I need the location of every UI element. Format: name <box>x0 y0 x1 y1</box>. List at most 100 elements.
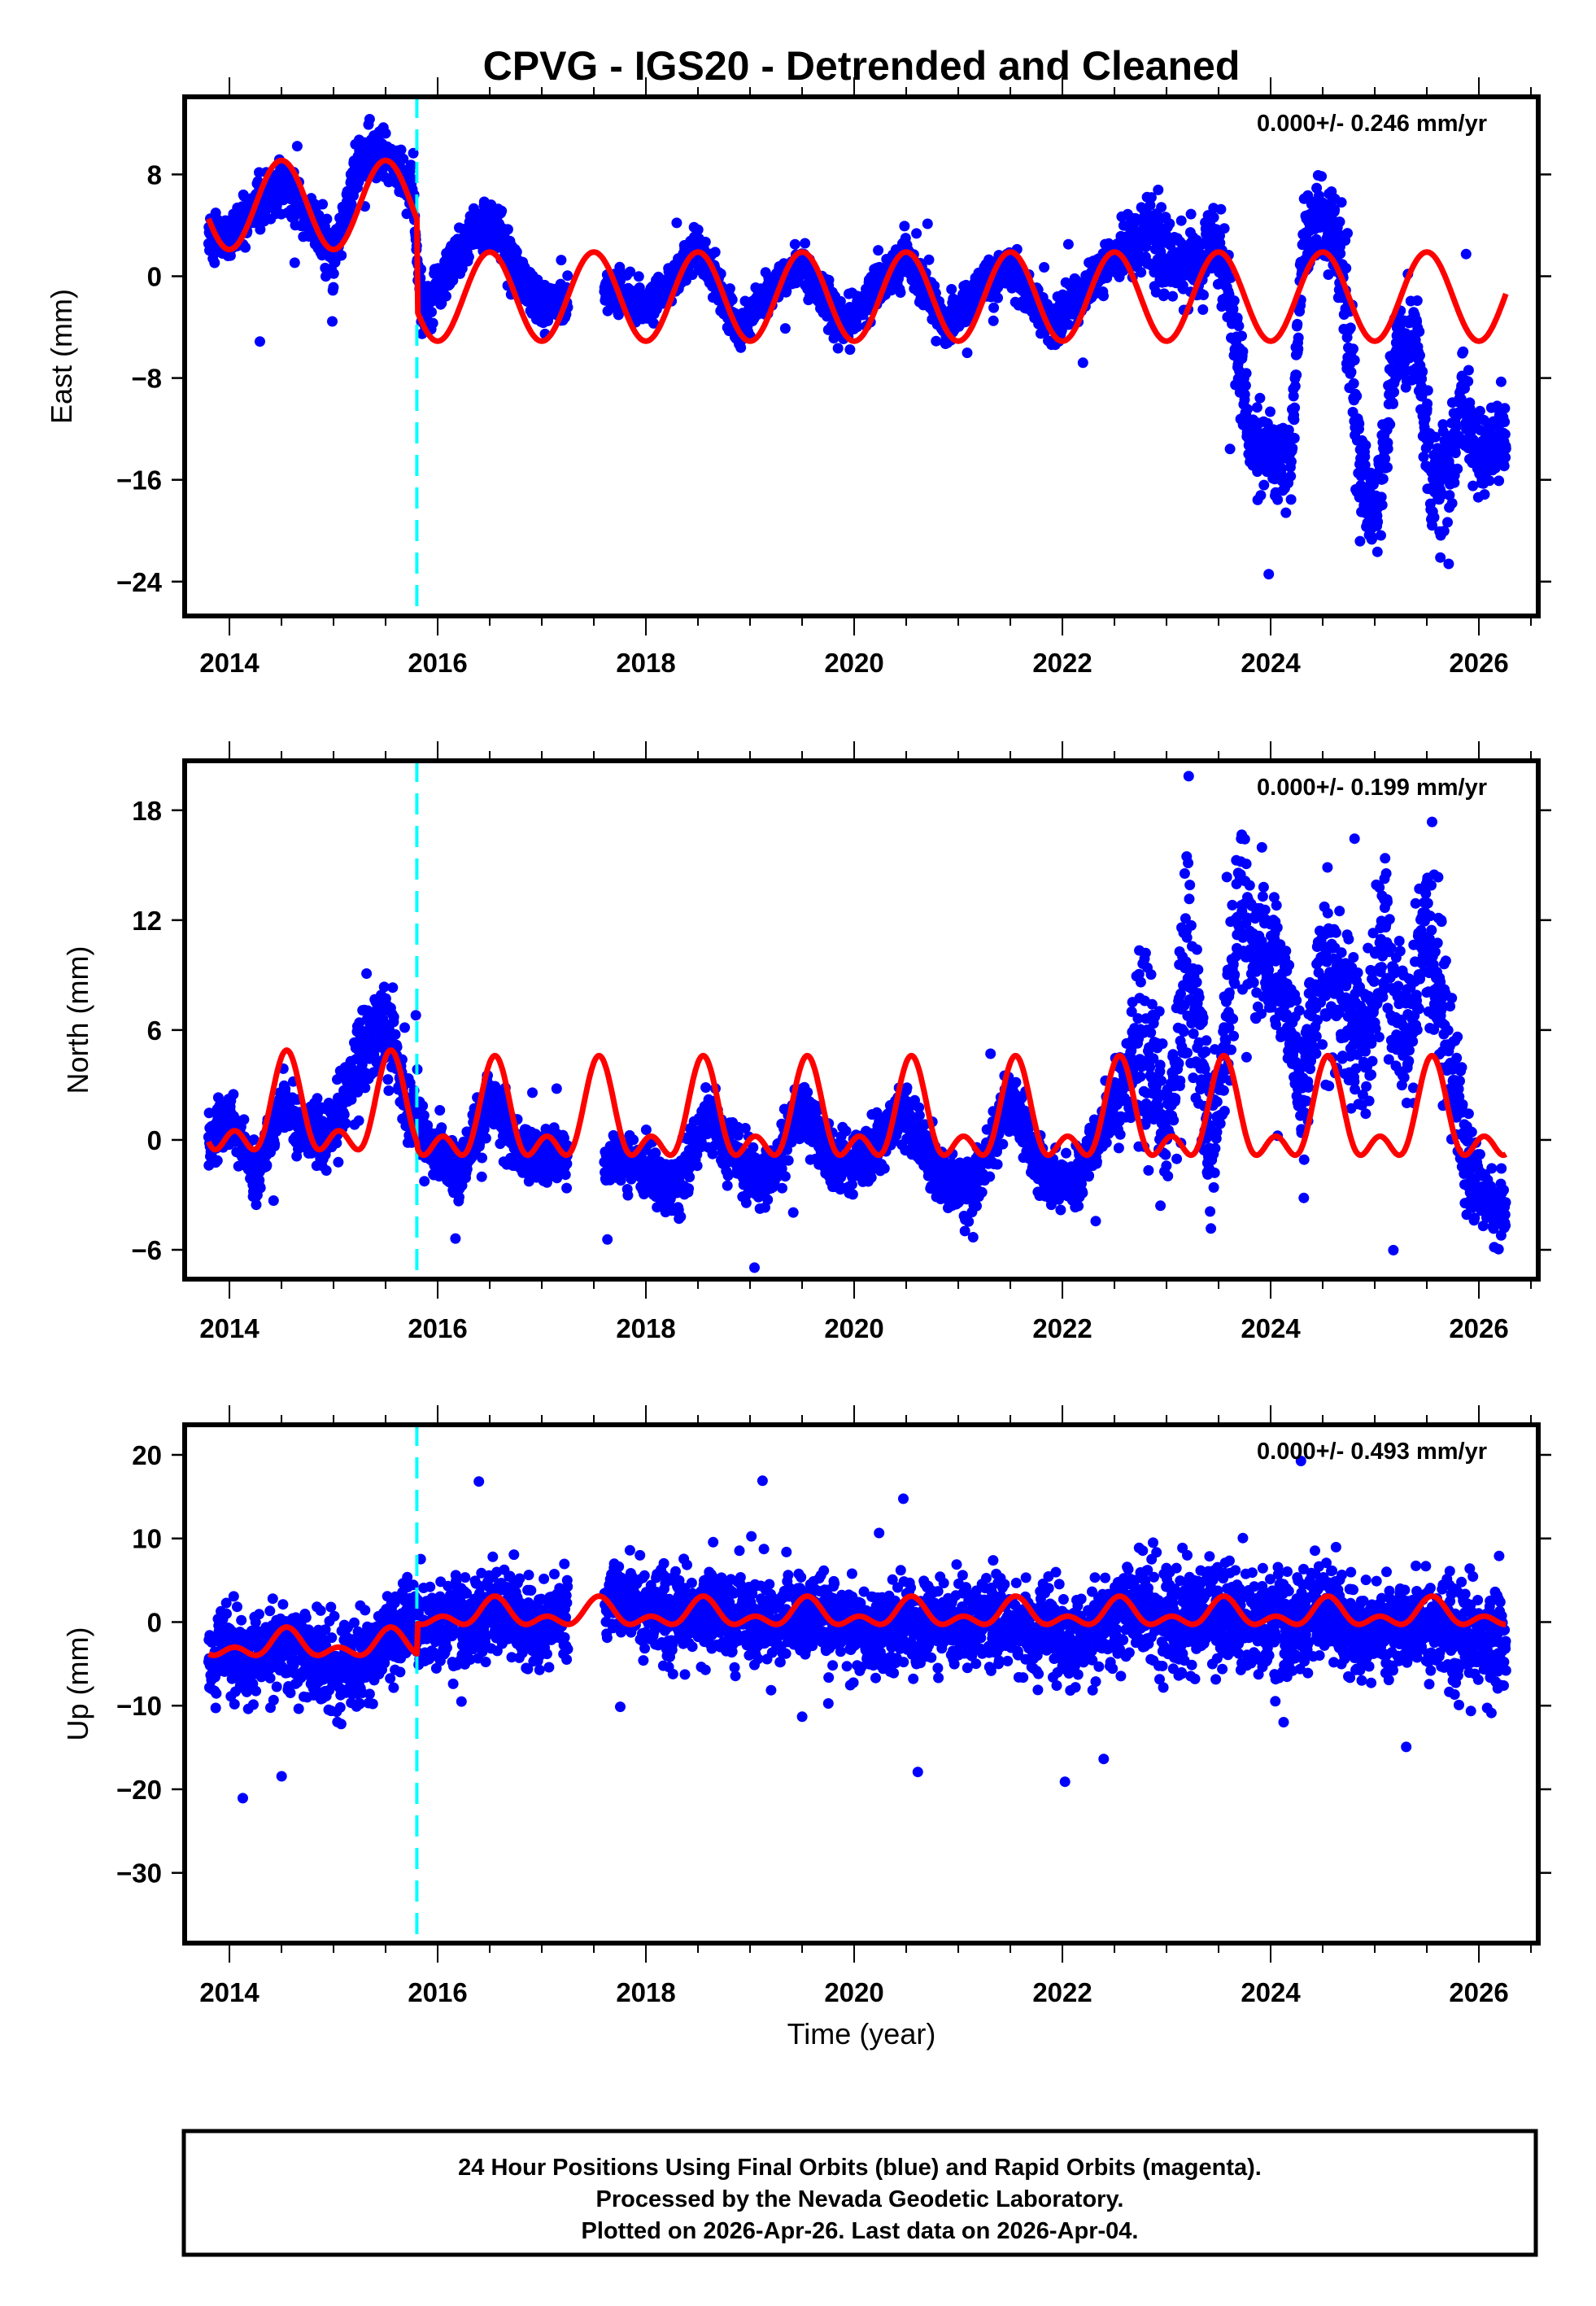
data-point <box>931 335 942 347</box>
data-point <box>408 147 419 159</box>
data-point <box>1219 223 1230 234</box>
data-point <box>1499 429 1511 440</box>
data-point <box>1376 500 1388 511</box>
data-point <box>1285 456 1297 467</box>
data-point <box>1388 398 1398 409</box>
data-point <box>383 1085 395 1096</box>
data-point <box>1164 218 1175 229</box>
x-tick-label: 2022 <box>1032 648 1092 678</box>
data-point <box>436 1122 447 1133</box>
data-point <box>1360 439 1371 451</box>
data-point <box>1495 376 1507 387</box>
data-point <box>1422 398 1433 409</box>
data-point <box>1418 452 1429 462</box>
data-point <box>447 275 459 286</box>
data-point <box>211 1155 223 1166</box>
data-point <box>700 236 711 247</box>
data-point <box>1385 419 1396 430</box>
x-tick-label: 2024 <box>1241 648 1301 678</box>
data-point <box>238 1114 250 1125</box>
data-point <box>1417 366 1428 377</box>
data-point <box>1285 494 1297 505</box>
y-axis-label: East (mm) <box>45 289 78 424</box>
data-point <box>1136 267 1147 278</box>
data-point <box>255 224 266 235</box>
data-point <box>1232 312 1243 324</box>
data-point <box>1467 480 1479 491</box>
data-point <box>333 1156 344 1168</box>
data-point <box>1336 197 1347 208</box>
plot-frame <box>182 94 1541 618</box>
data-point <box>556 255 567 266</box>
data-point <box>1098 290 1109 302</box>
data-point <box>1443 558 1454 570</box>
data-point <box>410 1010 421 1021</box>
data-point <box>1429 431 1441 443</box>
data-point <box>1293 343 1304 355</box>
data-point <box>1228 304 1239 315</box>
data-point <box>291 141 303 152</box>
data-point <box>398 153 409 164</box>
data-point <box>873 245 884 256</box>
y-tick-label: −16 <box>116 465 162 496</box>
data-point <box>1494 475 1505 487</box>
data-point <box>1359 460 1371 470</box>
x-tick-label: 2026 <box>1449 648 1508 678</box>
data-point <box>923 254 935 265</box>
data-point <box>361 968 373 979</box>
data-point <box>832 343 844 354</box>
data-point <box>1197 304 1209 315</box>
data-point <box>1351 391 1363 402</box>
data-point <box>562 270 573 282</box>
data-point <box>1376 491 1387 503</box>
y-tick-label: −24 <box>116 567 163 597</box>
data-point <box>1198 290 1209 300</box>
x-tick-label: 2016 <box>408 648 467 678</box>
data-point <box>823 274 835 286</box>
data-point <box>1438 526 1450 537</box>
data-point <box>1415 350 1425 361</box>
data-point <box>1272 494 1284 505</box>
data-point <box>321 213 333 225</box>
data-point <box>1463 376 1474 387</box>
data-point <box>899 221 910 232</box>
data-point <box>1463 365 1474 376</box>
data-point <box>992 292 1003 304</box>
data-point <box>779 323 791 334</box>
data-point <box>1414 326 1425 337</box>
data-point <box>1289 414 1300 426</box>
data-point <box>1428 512 1440 523</box>
x-tick-label: 2020 <box>824 648 883 678</box>
data-point <box>417 1100 429 1112</box>
data-point <box>1345 366 1357 378</box>
data-point <box>1293 332 1304 343</box>
data-point <box>387 982 399 994</box>
data-point <box>1359 451 1371 462</box>
data-point <box>1156 202 1167 213</box>
data-point <box>1382 461 1393 473</box>
data-point <box>388 1011 399 1023</box>
model-curve <box>206 157 1509 344</box>
plot-area-north <box>203 761 1511 1279</box>
data-point <box>962 347 973 359</box>
data-point <box>1450 448 1461 459</box>
data-point <box>1354 418 1365 430</box>
data-point <box>1153 184 1164 195</box>
data-point <box>1323 269 1334 280</box>
data-point <box>240 242 251 253</box>
data-point <box>1077 357 1088 369</box>
data-point <box>1241 368 1252 379</box>
data-point <box>426 307 437 317</box>
data-point <box>1335 248 1346 260</box>
chart-title: CPVG - IGS20 - Detrended and Cleaned <box>483 43 1241 89</box>
data-point <box>1342 228 1353 239</box>
data-point <box>1255 490 1267 501</box>
data-point <box>1228 295 1240 307</box>
data-point <box>1377 474 1389 484</box>
data-point <box>395 144 407 155</box>
data-point <box>1291 369 1302 381</box>
data-point <box>1411 295 1423 306</box>
data-point <box>1389 387 1400 398</box>
data-point <box>427 317 438 329</box>
data-point <box>399 1022 410 1033</box>
